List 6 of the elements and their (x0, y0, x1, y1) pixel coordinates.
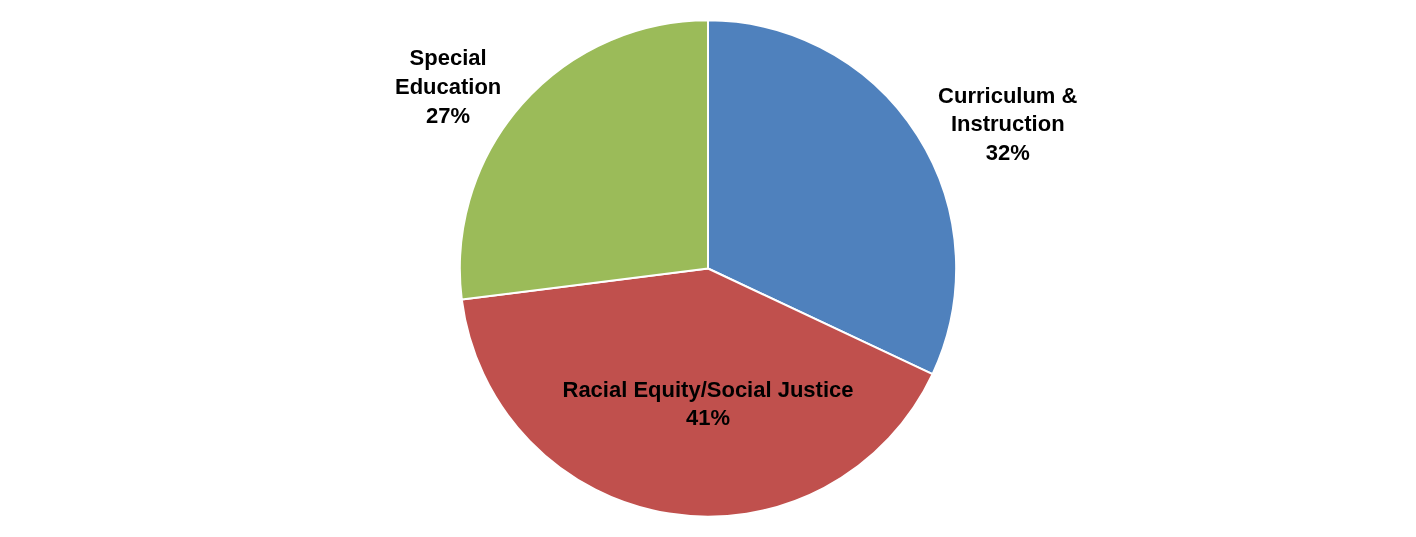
slice-label: Curriculum & Instruction (938, 82, 1078, 137)
data-label: 27% (426, 102, 471, 128)
data-label: 41% (685, 405, 731, 431)
data-label: 32% (985, 139, 1030, 165)
slice-label: Special Education (394, 45, 502, 99)
slice-label: Racial Equity/Social Justice (562, 376, 854, 402)
